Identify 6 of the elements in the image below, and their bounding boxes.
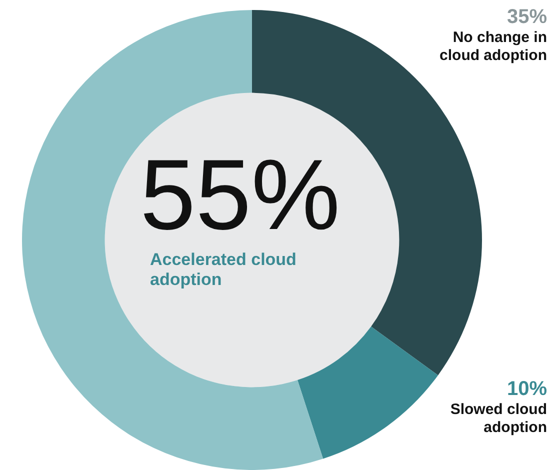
data-label: 35%	[506, 6, 547, 29]
slice-label: Slowed cloud adoption	[449, 401, 547, 437]
data-label: 55%	[140, 139, 342, 251]
slice-label: No change in cloud adoption	[438, 29, 547, 65]
slice-label: Accelerated cloud adoption	[150, 250, 298, 290]
data-label: 10%	[506, 378, 547, 401]
